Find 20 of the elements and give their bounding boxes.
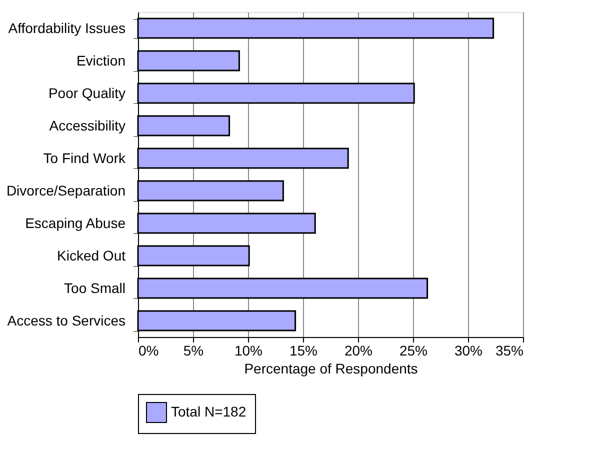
x-tick-label: 30% bbox=[454, 342, 483, 358]
x-tick-label: 25% bbox=[399, 342, 428, 358]
y-tick-label: Too Small bbox=[64, 280, 126, 296]
x-tick-label: 10% bbox=[234, 342, 263, 358]
y-tick-label: To Find Work bbox=[43, 150, 126, 166]
legend-label: Total N=182 bbox=[171, 404, 246, 420]
x-axis-title: Percentage of Respondents bbox=[244, 360, 418, 376]
y-tick-label: Accessibility bbox=[49, 117, 126, 134]
y-tick-label: Poor Quality bbox=[48, 84, 126, 101]
y-tick-label: Kicked Out bbox=[57, 247, 126, 264]
x-tick-label: 15% bbox=[289, 342, 318, 358]
x-tick-label: 20% bbox=[344, 342, 373, 358]
x-tick-label: 5% bbox=[183, 342, 204, 358]
y-tick-label: Affordability Issues bbox=[8, 20, 126, 36]
y-tick-label: Access to Services bbox=[7, 312, 126, 328]
y-tick-label: Divorce/Separation bbox=[6, 182, 126, 198]
x-tick-label: 35% bbox=[495, 342, 524, 358]
x-tick-label: 0% bbox=[138, 342, 159, 358]
y-tick-label: Eviction bbox=[76, 52, 126, 68]
y-tick-label: Escaping Abuse bbox=[25, 214, 126, 231]
